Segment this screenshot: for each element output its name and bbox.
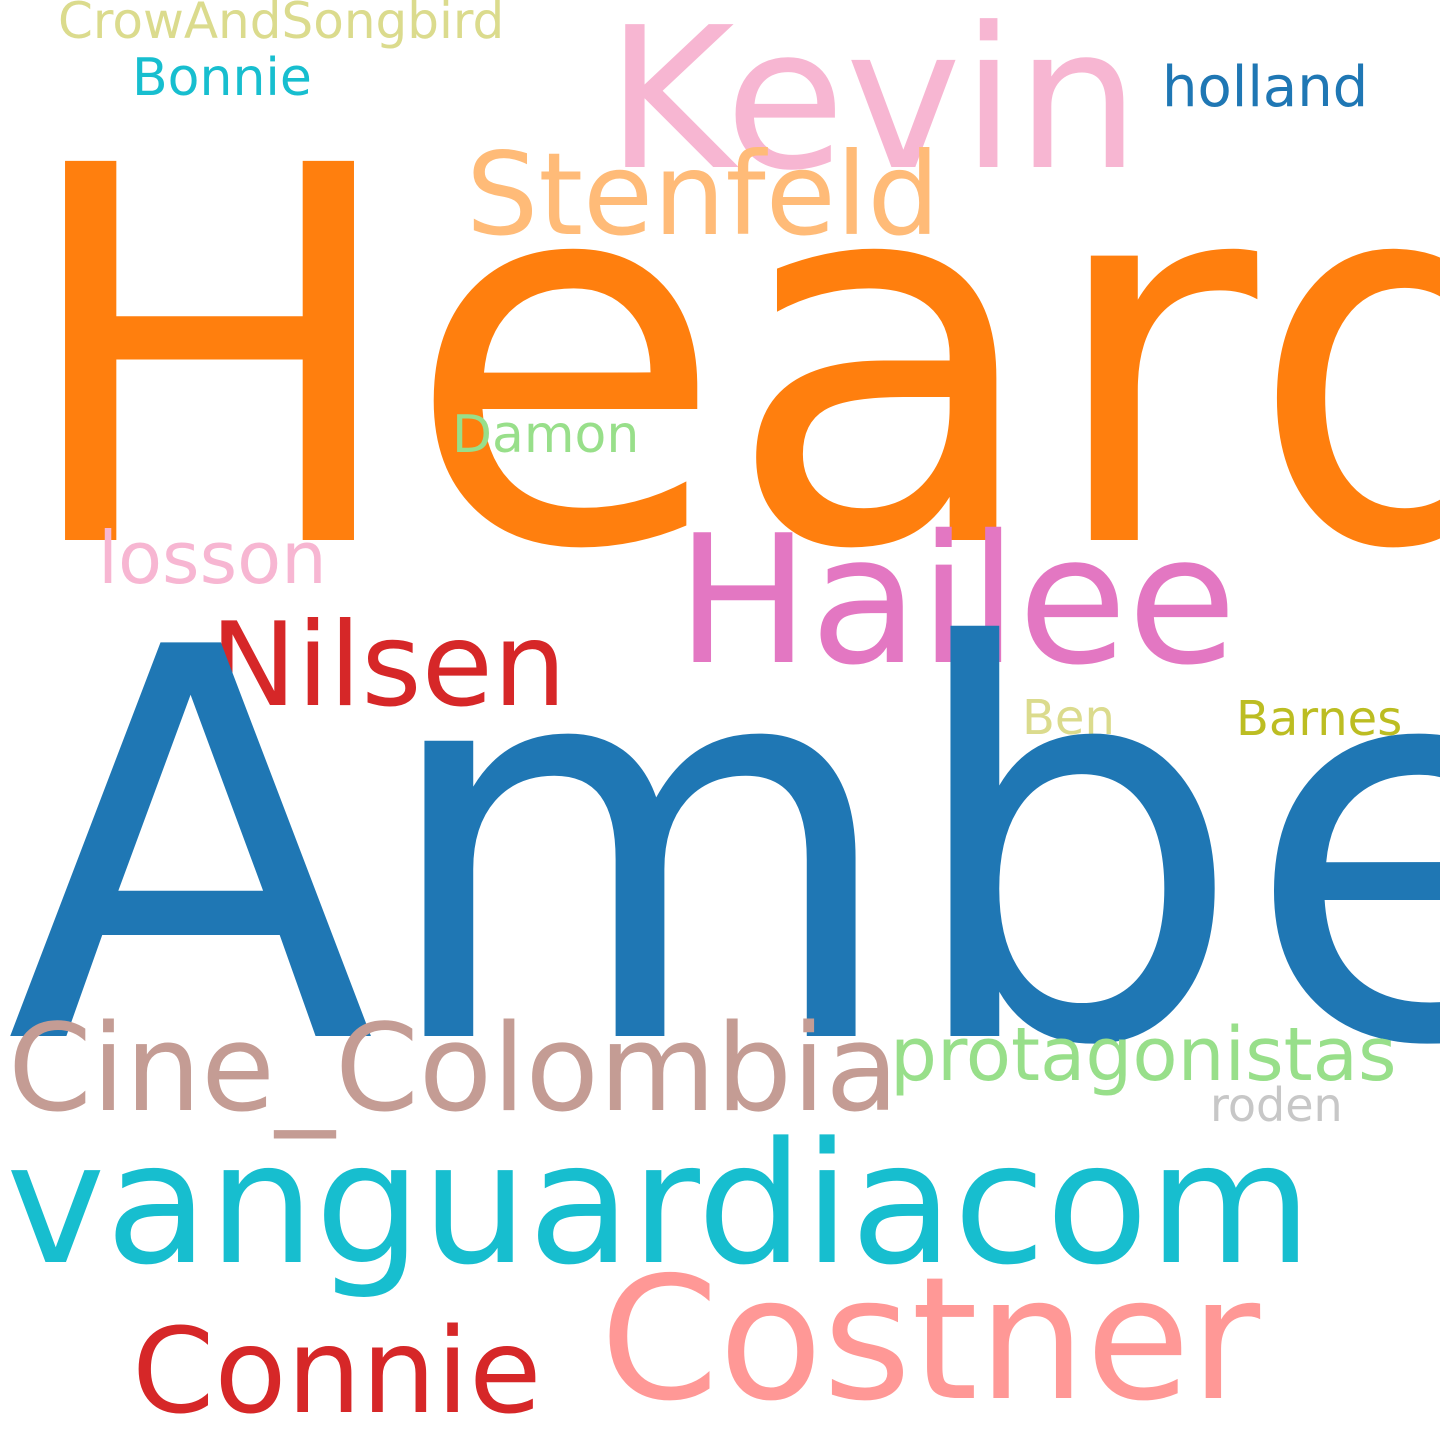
word-barnes: Barnes — [1236, 691, 1403, 747]
word-costner: Costner — [600, 1241, 1261, 1439]
word-amber: Amber — [6, 536, 1440, 1164]
word-bonnie: Bonnie — [132, 48, 312, 108]
word-crowandsongbird: CrowAndSongbird — [58, 0, 505, 50]
word-ben: Ben — [1022, 690, 1115, 746]
word-connie: Connie — [132, 1302, 542, 1440]
word-kevin: Kevin — [606, 0, 1141, 214]
word-hailee: Hailee — [676, 497, 1237, 704]
word-stenfeld: Stenfeld — [466, 128, 940, 261]
word-roden: roden — [1210, 1078, 1343, 1132]
word-damon: Damon — [452, 405, 640, 465]
word-holland: holland — [1162, 55, 1369, 120]
word-cine-colombia: Cine_Colombia — [8, 1000, 899, 1139]
word-losson: losson — [98, 516, 327, 600]
word-heard: Heard — [14, 57, 1440, 663]
word-vanguardiacom: vanguardiacom — [6, 1106, 1313, 1302]
word-nilsen: Nilsen — [210, 598, 567, 733]
word-protagonistas: protagonistas — [890, 1012, 1397, 1098]
